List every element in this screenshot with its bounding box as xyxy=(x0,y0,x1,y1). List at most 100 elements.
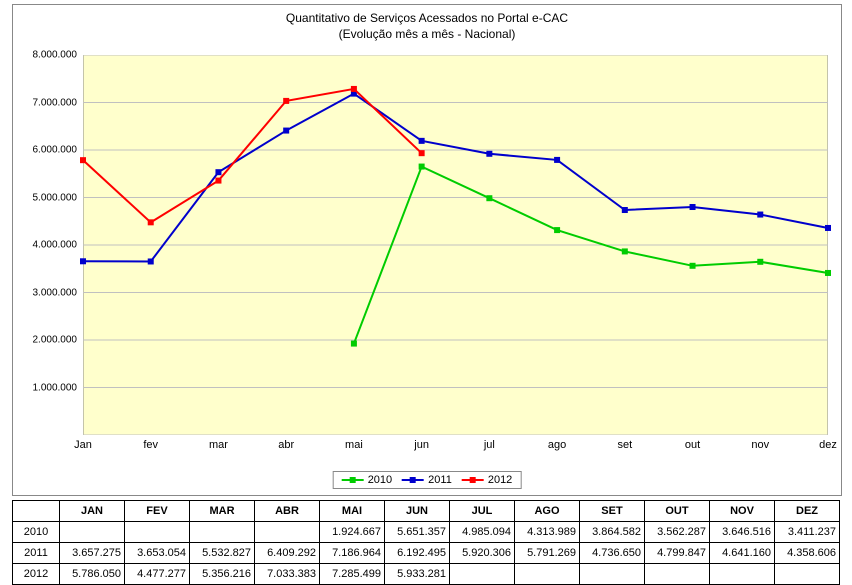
series-marker-2011 xyxy=(419,138,425,144)
table-column-header: NOV xyxy=(710,501,775,522)
series-marker-2012 xyxy=(80,157,86,163)
x-axis-label: jul xyxy=(484,435,495,451)
series-marker-2011 xyxy=(148,258,154,264)
x-axis-label: nov xyxy=(751,435,769,451)
table-cell: 4.358.606 xyxy=(775,543,840,564)
y-axis-label: 4.000.000 xyxy=(33,240,84,251)
data-table: JANFEVMARABRMAIJUNJULAGOSETOUTNOVDEZ 201… xyxy=(12,500,840,585)
table-cell xyxy=(580,564,645,585)
x-axis-label: mar xyxy=(209,435,228,451)
legend-label: 2010 xyxy=(368,474,392,486)
x-axis-label: jun xyxy=(414,435,429,451)
series-marker-2010 xyxy=(351,341,357,347)
table-row-label: 2010 xyxy=(13,522,60,543)
legend-label: 2011 xyxy=(428,474,452,486)
table-cell: 4.313.989 xyxy=(515,522,580,543)
table-cell xyxy=(125,522,190,543)
legend-item-2012: 2012 xyxy=(462,474,512,486)
table-cell: 4.641.160 xyxy=(710,543,775,564)
chart-series xyxy=(83,55,828,435)
series-marker-2010 xyxy=(622,248,628,254)
table-cell: 5.651.357 xyxy=(385,522,450,543)
table-cell: 7.285.499 xyxy=(320,564,385,585)
table-cell xyxy=(60,522,125,543)
table-cell: 6.192.495 xyxy=(385,543,450,564)
series-marker-2011 xyxy=(486,151,492,157)
table-column-header: JUL xyxy=(450,501,515,522)
table-column-header: MAI xyxy=(320,501,385,522)
series-marker-2011 xyxy=(283,128,289,134)
table-cell: 4.985.094 xyxy=(450,522,515,543)
x-axis-label: mai xyxy=(345,435,363,451)
series-marker-2010 xyxy=(825,270,831,276)
table-column-header: DEZ xyxy=(775,501,840,522)
table-cell: 3.864.582 xyxy=(580,522,645,543)
page-root: Quantitativo de Serviços Acessados no Po… xyxy=(0,0,852,582)
table-cell: 3.411.237 xyxy=(775,522,840,543)
legend-label: 2012 xyxy=(488,474,512,486)
table-cell xyxy=(710,564,775,585)
table-cell: 3.646.516 xyxy=(710,522,775,543)
table-cell: 5.920.306 xyxy=(450,543,515,564)
series-marker-2011 xyxy=(825,225,831,231)
table-header-row: JANFEVMARABRMAIJUNJULAGOSETOUTNOVDEZ xyxy=(13,501,840,522)
y-axis-label: 3.000.000 xyxy=(33,287,84,298)
table-row-label: 2011 xyxy=(13,543,60,564)
table-cell: 5.786.050 xyxy=(60,564,125,585)
chart-panel: Quantitativo de Serviços Acessados no Po… xyxy=(12,4,842,496)
y-axis-label: 1.000.000 xyxy=(33,382,84,393)
series-marker-2012 xyxy=(215,178,221,184)
chart-title-line2: (Evolução mês a mês - Nacional) xyxy=(339,27,516,41)
y-axis-label: 7.000.000 xyxy=(33,97,84,108)
table-column-header: ABR xyxy=(255,501,320,522)
y-axis-label: 2.000.000 xyxy=(33,335,84,346)
table-row: 2010 1.924.6675.651.3574.985.0944.313.989… xyxy=(13,522,840,543)
table-column-header: MAR xyxy=(190,501,255,522)
legend: 2010 2011 2012 xyxy=(333,471,522,489)
table-cell xyxy=(515,564,580,585)
series-marker-2011 xyxy=(80,258,86,264)
series-marker-2011 xyxy=(757,212,763,218)
chart-title: Quantitativo de Serviços Acessados no Po… xyxy=(13,11,841,42)
table-cell: 6.409.292 xyxy=(255,543,320,564)
x-axis-label: Jan xyxy=(74,435,92,451)
legend-item-2010: 2010 xyxy=(342,474,392,486)
x-axis-label: dez xyxy=(819,435,837,451)
table-cell: 4.736.650 xyxy=(580,543,645,564)
table-column-header: FEV xyxy=(125,501,190,522)
table-cell: 5.356.216 xyxy=(190,564,255,585)
table-cell: 3.562.287 xyxy=(645,522,710,543)
series-marker-2012 xyxy=(148,219,154,225)
table-cell: 3.657.275 xyxy=(60,543,125,564)
legend-swatch xyxy=(462,475,484,485)
series-marker-2012 xyxy=(283,98,289,104)
table-cell: 5.532.827 xyxy=(190,543,255,564)
x-axis-label: ago xyxy=(548,435,566,451)
table-corner-cell xyxy=(13,501,60,522)
series-line-2011 xyxy=(83,94,828,262)
series-line-2010 xyxy=(354,167,828,344)
x-axis-label: out xyxy=(685,435,700,451)
legend-swatch xyxy=(402,475,424,485)
table-cell: 3.653.054 xyxy=(125,543,190,564)
y-axis-label: 5.000.000 xyxy=(33,192,84,203)
chart-title-line1: Quantitativo de Serviços Acessados no Po… xyxy=(286,11,568,25)
series-marker-2012 xyxy=(351,86,357,92)
series-marker-2010 xyxy=(757,259,763,265)
x-axis-label: set xyxy=(617,435,632,451)
series-marker-2011 xyxy=(690,204,696,210)
table-cell: 5.791.269 xyxy=(515,543,580,564)
series-marker-2010 xyxy=(419,164,425,170)
table-cell xyxy=(645,564,710,585)
table-column-header: AGO xyxy=(515,501,580,522)
table-cell: 4.799.847 xyxy=(645,543,710,564)
table-cell: 7.033.383 xyxy=(255,564,320,585)
table-cell: 1.924.667 xyxy=(320,522,385,543)
table-row: 20113.657.2753.653.0545.532.8276.409.292… xyxy=(13,543,840,564)
table-row: 20125.786.0504.477.2775.356.2167.033.383… xyxy=(13,564,840,585)
y-axis-label: 8.000.000 xyxy=(33,50,84,61)
plot-area: 1.000.0002.000.0003.000.0004.000.0005.00… xyxy=(83,55,828,435)
table-column-header: SET xyxy=(580,501,645,522)
table-body: 2010 1.924.6675.651.3574.985.0944.313.989… xyxy=(13,522,840,585)
series-marker-2011 xyxy=(622,207,628,213)
